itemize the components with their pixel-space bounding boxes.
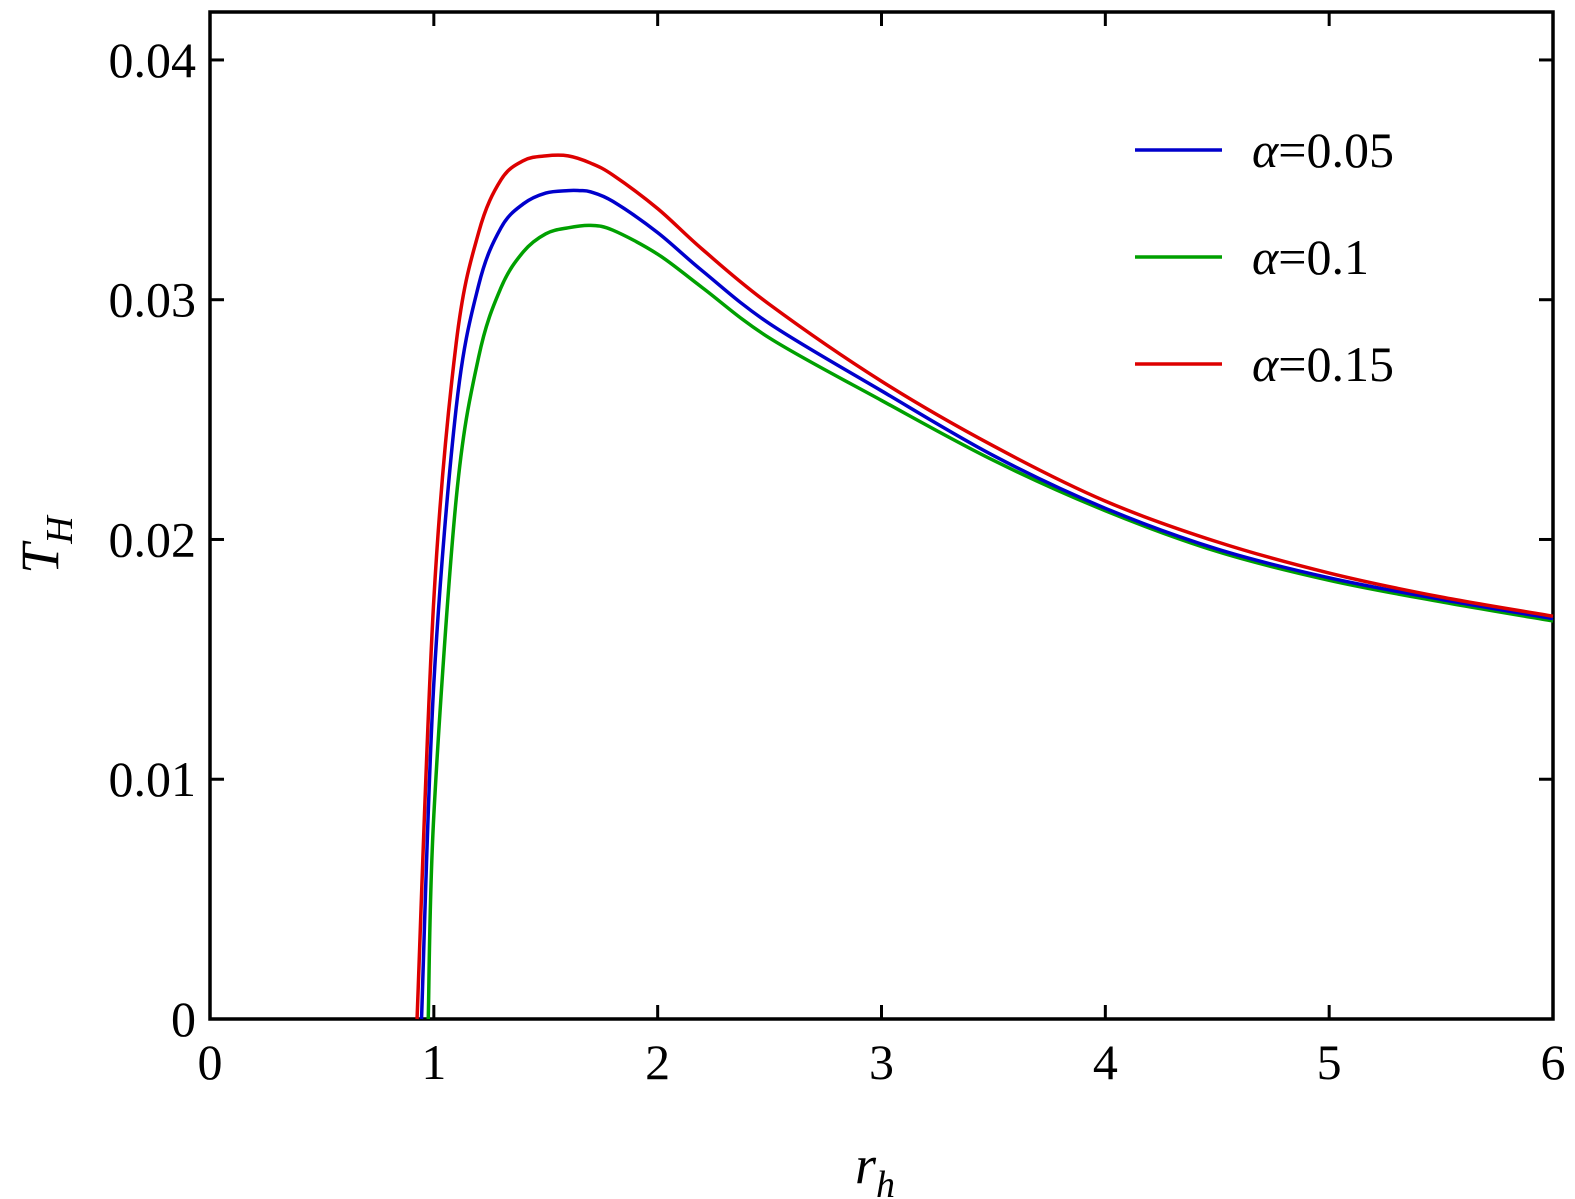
legend: α=0.05 α=0.1 α=0.15 xyxy=(1135,122,1394,392)
series-line-alpha-0-1 xyxy=(426,223,1554,1020)
legend-item: α=0.05 xyxy=(1135,122,1394,178)
y-axis-label-sub: H xyxy=(39,514,81,545)
legend-item: α=0.1 xyxy=(1135,229,1369,285)
x-tick-label: 0 xyxy=(198,1034,223,1090)
x-axis-label-sub: h xyxy=(876,1164,895,1199)
legend-label-alpha-0-1: α=0.1 xyxy=(1252,229,1369,285)
legend-label-alpha-0-15: α=0.15 xyxy=(1252,336,1394,392)
x-tick-label: 1 xyxy=(421,1034,446,1090)
legend-item: α=0.15 xyxy=(1135,336,1394,392)
axis-tick-labels: 0 1 2 3 4 5 6 0 0.01 0.02 0.03 0.04 xyxy=(109,32,1566,1090)
x-tick-label: 3 xyxy=(869,1034,894,1090)
y-tick-label: 0 xyxy=(171,991,196,1047)
x-axis-label: rh xyxy=(855,1135,895,1199)
y-tick-label: 0.02 xyxy=(109,511,197,567)
series-line-alpha-0-15 xyxy=(415,153,1554,1020)
x-tick-label: 2 xyxy=(645,1034,670,1090)
series-lines xyxy=(415,153,1554,1020)
x-tick-label: 6 xyxy=(1541,1034,1566,1090)
y-axis-label: TH xyxy=(10,514,81,574)
x-axis-label-base: r xyxy=(855,1135,877,1195)
x-tick-label: 5 xyxy=(1317,1034,1342,1090)
x-tick-label: 4 xyxy=(1093,1034,1118,1090)
legend-label-alpha-0-05: α=0.05 xyxy=(1252,122,1394,178)
y-tick-label: 0.01 xyxy=(109,751,197,807)
axis-ticks xyxy=(208,12,1555,1021)
series-line-alpha-0-05 xyxy=(419,188,1554,1020)
y-axis-label-base: T xyxy=(10,540,70,574)
y-tick-label: 0.04 xyxy=(109,32,197,88)
y-tick-label: 0.03 xyxy=(109,272,197,328)
